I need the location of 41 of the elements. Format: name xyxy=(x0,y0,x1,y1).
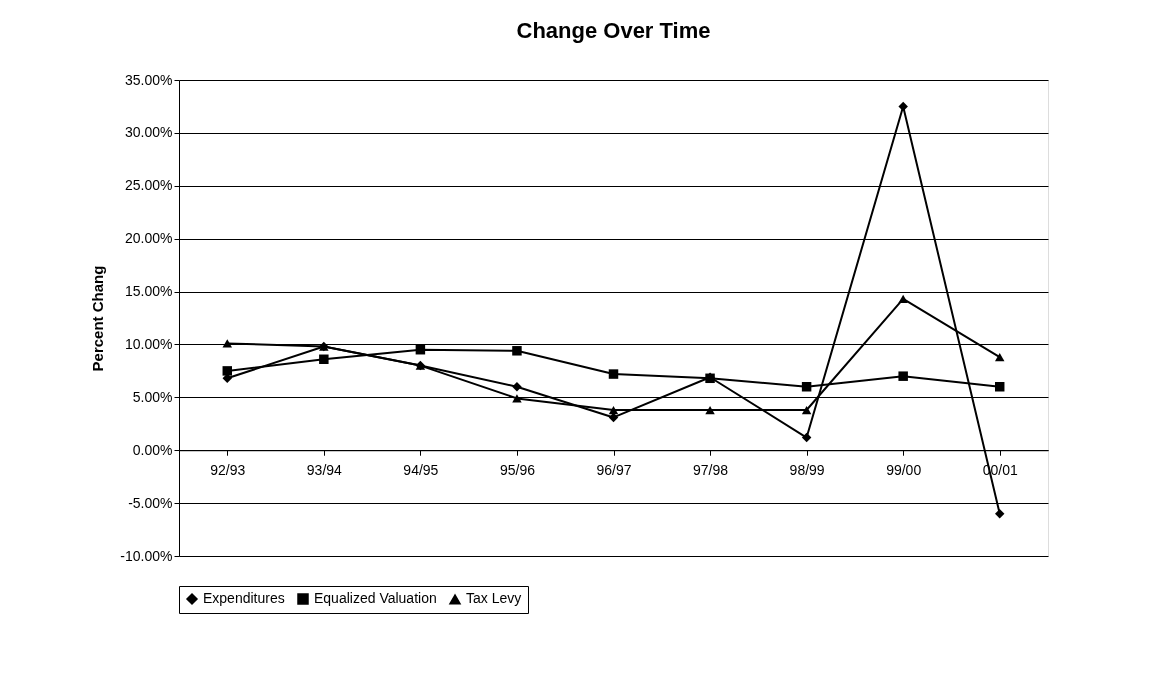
legend-label: Equalized Valuation xyxy=(314,590,437,606)
point xyxy=(898,101,908,112)
x-tick-label: 94/95 xyxy=(403,461,439,478)
point xyxy=(608,369,619,379)
y-tick-label: 10.00% xyxy=(125,335,173,352)
y-tick-label: 25.00% xyxy=(125,177,173,194)
point xyxy=(898,371,908,381)
legend-label: Expenditures xyxy=(203,590,285,606)
point xyxy=(994,353,1005,362)
y-tick-label: 0.00% xyxy=(132,441,173,458)
y-tick-label: 30.00% xyxy=(125,124,173,141)
y-tick-label: 20.00% xyxy=(125,230,173,247)
x-tick-label: 93/94 xyxy=(306,461,343,478)
point xyxy=(801,432,812,443)
point xyxy=(801,405,812,415)
point xyxy=(608,405,619,415)
x-tick-label: 95/96 xyxy=(499,461,536,478)
legend-label: Tax Levy xyxy=(466,590,522,607)
y-axis-title: Percent Chang xyxy=(89,265,107,372)
point xyxy=(512,346,522,356)
x-tick-label: 92/93 xyxy=(210,461,246,478)
y-tick-label: 35.00% xyxy=(125,71,173,88)
x-tick-label: 98/99 xyxy=(789,461,825,478)
point xyxy=(415,344,426,355)
y-tick-label: -10.00% xyxy=(120,547,173,564)
point xyxy=(705,405,715,415)
y-tick-label: 15.00% xyxy=(125,283,173,300)
point xyxy=(512,382,522,392)
point xyxy=(994,508,1005,519)
chart-title: Change Over Time xyxy=(516,18,711,43)
x-tick-label: 97/98 xyxy=(693,461,729,478)
y-tick-label: -5.00% xyxy=(128,494,173,511)
point xyxy=(222,366,233,376)
point xyxy=(512,394,522,403)
point xyxy=(898,294,908,304)
y-tick-label: 5.00% xyxy=(132,388,173,405)
x-tick-label: 99/00 xyxy=(886,461,922,478)
point xyxy=(801,382,812,392)
point xyxy=(319,354,329,364)
x-tick-label: 96/97 xyxy=(596,461,632,478)
point xyxy=(994,382,1005,392)
